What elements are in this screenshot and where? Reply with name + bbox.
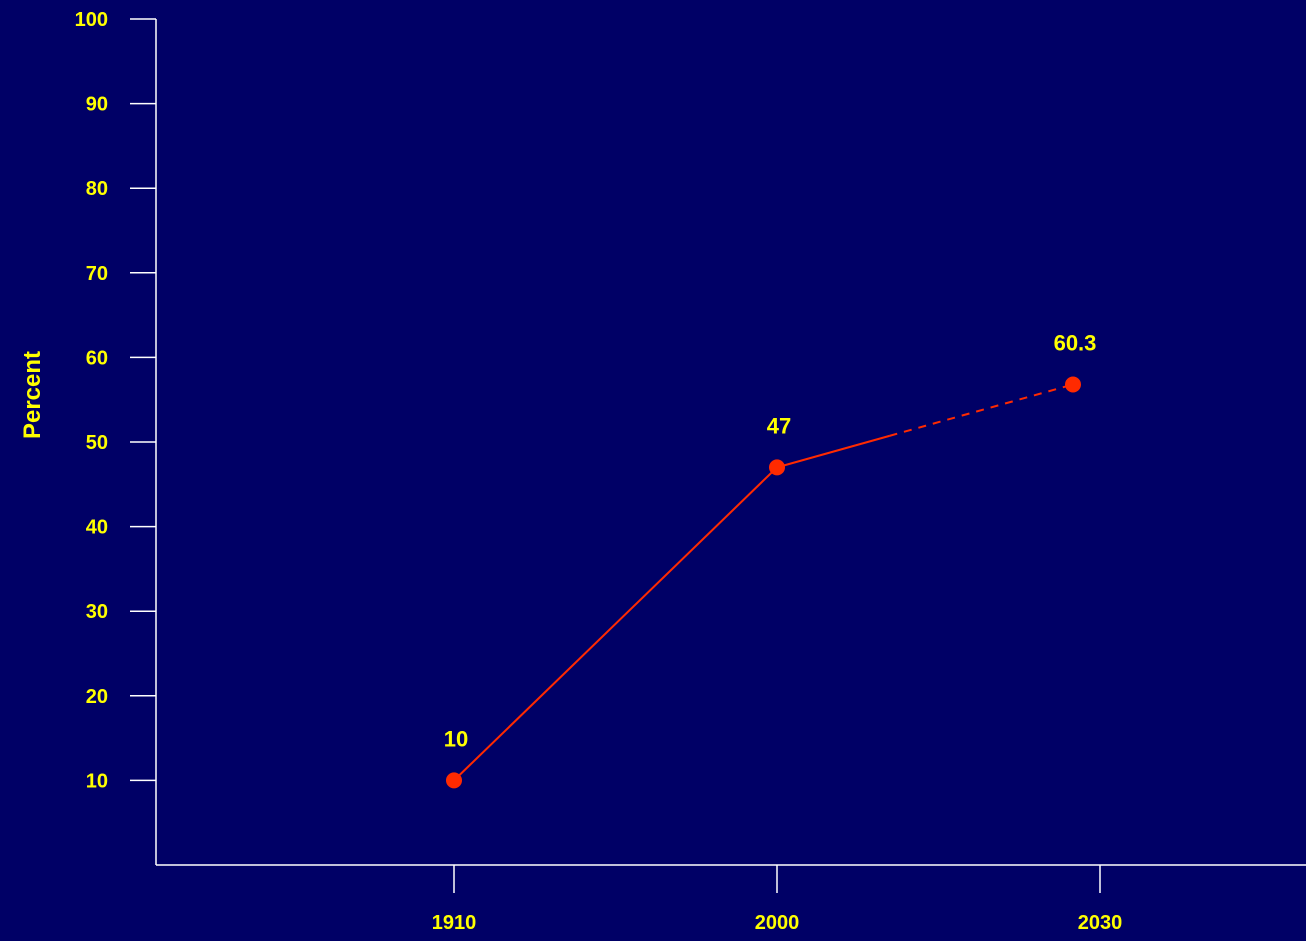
data-label-1910: 10 bbox=[444, 726, 468, 751]
series-layer bbox=[446, 376, 1081, 789]
x-tick-label-2000: 2000 bbox=[755, 912, 800, 934]
y-tick-label-20: 20 bbox=[86, 686, 108, 708]
series-segment-1910-2000 bbox=[453, 466, 778, 782]
data-point-2030 bbox=[1065, 376, 1081, 393]
data-label-2000: 47 bbox=[767, 413, 791, 438]
y-tick-label-10: 10 bbox=[86, 770, 108, 792]
y-tick-label-30: 30 bbox=[86, 601, 108, 623]
y-tick-label-60: 60 bbox=[86, 347, 108, 369]
x-tick-label-2030: 2030 bbox=[1078, 912, 1123, 934]
y-tick-label-40: 40 bbox=[86, 517, 108, 539]
data-point-1910 bbox=[446, 772, 462, 789]
x-tick-label-1910: 1910 bbox=[432, 912, 477, 934]
data-label-2030: 60.3 bbox=[1054, 330, 1097, 355]
data-point-2000 bbox=[769, 459, 785, 476]
series-segment-2000-solid bbox=[776, 434, 890, 469]
y-axis-title: Percent bbox=[19, 351, 46, 439]
series-segment-2030-dashed bbox=[889, 383, 1074, 437]
y-tick-label-100: 100 bbox=[75, 9, 108, 31]
labels-layer: 10 47 60.3 bbox=[444, 330, 1097, 751]
y-tick-label-70: 70 bbox=[86, 263, 108, 285]
y-tick-label-80: 80 bbox=[86, 178, 108, 200]
y-tick-label-90: 90 bbox=[86, 94, 108, 116]
y-tick-label-50: 50 bbox=[86, 432, 108, 454]
